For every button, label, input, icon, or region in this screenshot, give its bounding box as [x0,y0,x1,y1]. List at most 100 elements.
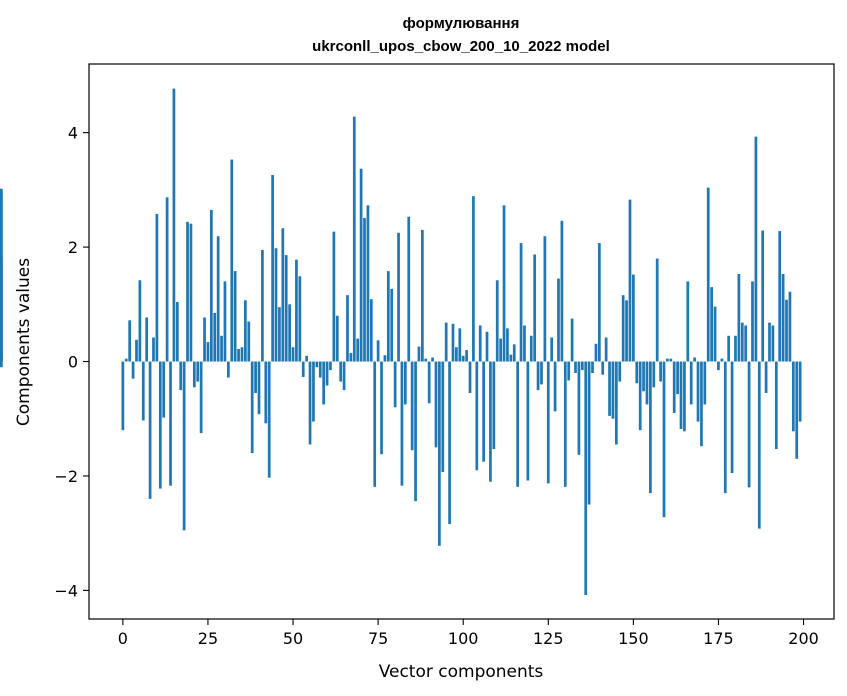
bar-99 [458,328,462,362]
x-tick-label: 125 [533,629,564,648]
bar-64 [339,361,343,382]
bar-84 [407,216,411,362]
bar-151 [635,361,639,384]
bar-89 [424,358,428,362]
bar-142 [604,337,608,362]
bar-126 [550,337,554,362]
bar-38 [250,361,254,454]
bar-105 [478,325,482,362]
bar-series [0,88,802,595]
y-tick-label: −2 [54,467,78,486]
bar-40 [257,361,261,415]
bar-176 [720,358,724,362]
bar-83 [403,361,407,405]
bar-145 [614,361,618,445]
bar-74 [373,361,377,487]
bar-132 [570,318,574,362]
bar-2 [128,320,132,362]
bar-119 [526,361,530,481]
bar-120 [529,335,533,362]
bar-158 [659,361,662,382]
x-tick-label: 175 [703,629,734,648]
bar-159 [662,361,666,518]
bar-46 [278,307,281,362]
bar-146 [618,361,622,382]
bar-59 [322,361,326,405]
bar-183 [744,325,748,362]
y-axis-ticks: −4 −2 0 2 4 [54,124,89,600]
bar-112 [502,205,506,362]
bar-85 [410,361,414,451]
bar-113 [506,328,509,362]
bar-44 [271,175,274,362]
bar-135 [580,361,584,371]
bar-24 [203,317,206,362]
bar-106 [482,361,485,462]
bar-23 [199,361,203,434]
bar-98 [455,347,458,362]
bar-175 [717,361,720,371]
bar-117 [519,243,523,362]
bar-18 [182,361,186,531]
bar-125 [546,361,550,484]
bar-128 [557,278,560,362]
bar-129 [560,220,564,362]
bar-90 [427,361,431,404]
bar-61 [329,361,332,371]
bar-34 [237,348,240,362]
bar-192 [774,361,778,450]
bar-32 [230,159,234,362]
bar-155 [649,361,652,494]
bar-6 [141,361,145,421]
bar-60 [325,361,329,386]
bar-87 [417,346,421,362]
plot-frame [88,63,835,620]
bar-109 [492,361,496,450]
bar-163 [676,361,679,395]
bar-116 [516,361,520,487]
bar-95 [444,322,448,362]
bar-188 [761,230,765,362]
bar-29 [220,335,223,362]
bar-108 [489,361,492,482]
bar-48 [284,255,288,362]
bar-171 [703,361,707,405]
bar-47 [281,228,285,362]
bar-92 [434,361,438,448]
bar-153 [642,361,645,392]
bar-19 [186,221,189,362]
x-tick-label: 0 [118,629,128,648]
y-tick-label: −4 [54,581,78,600]
bar-88 [421,229,424,362]
bar-182 [740,322,744,362]
bar-111 [499,338,502,362]
bar-26 [209,209,213,362]
bar-152 [638,361,642,431]
bar-124 [543,236,547,362]
bar-39 [254,361,257,393]
bar-115 [512,344,516,362]
bar-101 [465,350,468,362]
bar-140 [597,243,601,362]
bar-86 [414,361,417,502]
bar-172 [706,187,710,362]
bar-134 [577,361,581,455]
bar-130 [563,361,567,487]
bar-45 [274,248,278,362]
bar-154 [645,361,649,405]
bar-82 [400,361,404,486]
bar-164 [679,361,683,430]
bar-81 [397,232,400,362]
x-tick-label: 150 [618,629,649,648]
x-axis-ticks: 0 25 50 75 100 125 150 175 200 [118,619,819,648]
bar-33 [233,271,237,362]
bar-94 [441,361,445,472]
bar-169 [696,361,700,422]
x-tick-label: 50 [283,629,303,648]
bar-75 [376,340,380,362]
bar-123 [540,361,543,385]
bar-93 [438,361,441,546]
bar-197 [791,361,795,432]
bar-198 [795,361,799,459]
bar-97 [451,323,455,362]
